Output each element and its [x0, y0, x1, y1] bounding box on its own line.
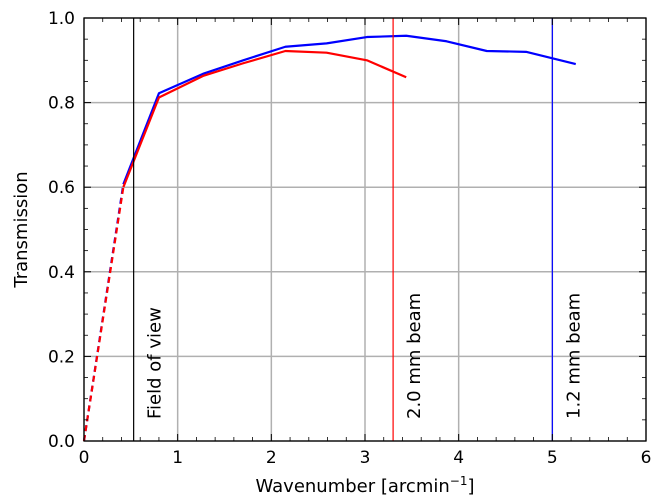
vline-label-3: 1.2 mm beam: [563, 293, 584, 419]
y-tick-label: 1.0: [48, 9, 75, 29]
y-tick-label: 0.6: [48, 178, 75, 198]
tick-labels: 0 1 2 3 4 5 6 0.0 0.2 0.4 0.6 0.8 1.0: [48, 9, 651, 468]
x-tick-label: 1: [172, 448, 183, 468]
y-tick-label: 0.0: [48, 432, 75, 452]
y-axis-label: Transmission: [11, 171, 32, 288]
axis-ticks: [83, 17, 647, 442]
series-1-line: [122, 34, 577, 185]
x-axis-label: Wavenumber [arcmin−1]: [255, 474, 474, 497]
y-tick-label: 0.2: [48, 347, 75, 367]
y-tick-label: 0.8: [48, 94, 75, 114]
x-tick-label: 3: [360, 448, 371, 468]
vertical-lines: Field of view 2.0 mm beam 1.2 mm beam: [133, 18, 584, 441]
x-tick-label: 0: [79, 448, 90, 468]
vline-label-2: 2.0 mm beam: [404, 293, 425, 419]
x-tick-label: 2: [266, 448, 277, 468]
series-2-line: [122, 49, 407, 188]
x-tick-label: 4: [453, 448, 464, 468]
series-2-extrapolation: [82, 187, 125, 442]
grid: [83, 17, 647, 442]
vline-label-1: Field of view: [145, 307, 166, 419]
series-layer: [82, 34, 577, 442]
y-tick-label: 0.4: [48, 263, 75, 283]
x-tick-label: 5: [547, 448, 558, 468]
x-tick-label: 6: [641, 448, 652, 468]
